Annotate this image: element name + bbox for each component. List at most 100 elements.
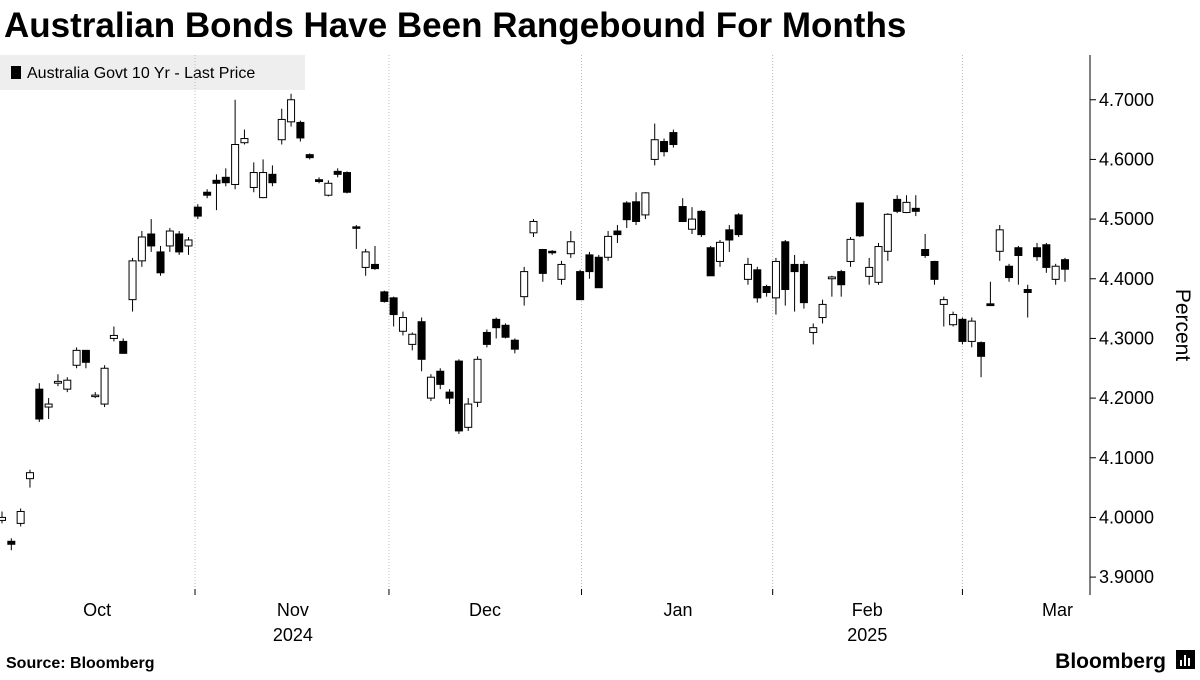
candle-body bbox=[715, 241, 724, 262]
candle-body bbox=[249, 172, 258, 188]
candle-body bbox=[688, 218, 697, 230]
candle-body bbox=[743, 263, 752, 280]
candle-body bbox=[277, 118, 286, 141]
candle-body bbox=[855, 202, 864, 237]
y-tick-label: 4.5000 bbox=[1099, 209, 1154, 229]
candle-body bbox=[436, 370, 445, 385]
candle-body bbox=[53, 380, 62, 384]
candle-body bbox=[837, 271, 846, 286]
source: Source: Bloomberg bbox=[6, 655, 154, 672]
brand-icon bbox=[1176, 650, 1195, 669]
candle-body bbox=[566, 241, 575, 255]
candle-body bbox=[585, 254, 594, 273]
candle-body bbox=[548, 250, 557, 254]
candle-body bbox=[473, 358, 482, 403]
candle-body bbox=[650, 139, 659, 160]
candle-body bbox=[510, 339, 519, 350]
candle-body bbox=[939, 299, 948, 305]
legend-label: Australia Govt 10 Yr - Last Price bbox=[27, 65, 255, 82]
brand: Bloomberg bbox=[1055, 650, 1166, 673]
candle-body bbox=[147, 233, 156, 247]
candle-body bbox=[622, 202, 631, 221]
candle-body bbox=[370, 263, 379, 270]
candle-body bbox=[193, 206, 202, 217]
candle-body bbox=[818, 303, 827, 319]
candle-body bbox=[706, 247, 715, 277]
candle-body bbox=[1005, 265, 1014, 279]
candle-body bbox=[1023, 288, 1032, 293]
candle-body bbox=[520, 271, 529, 298]
candle-body bbox=[883, 213, 892, 252]
candle-body bbox=[893, 198, 902, 212]
candle-body bbox=[72, 349, 81, 366]
candle-body bbox=[865, 266, 874, 277]
candle-body bbox=[874, 246, 883, 283]
candle-body bbox=[538, 249, 547, 274]
candle-body bbox=[81, 349, 90, 363]
x-tick-label: Nov bbox=[277, 600, 309, 620]
y-tick-label: 4.1000 bbox=[1099, 448, 1154, 468]
candle-body bbox=[576, 271, 585, 301]
candle-body bbox=[809, 327, 818, 333]
y-tick-label: 4.7000 bbox=[1099, 90, 1154, 110]
x-year-label: 2025 bbox=[847, 625, 887, 645]
legend-box bbox=[0, 55, 305, 90]
candle-body bbox=[799, 263, 808, 304]
candle-body bbox=[343, 172, 352, 193]
candle-body bbox=[1051, 265, 1060, 280]
candle-body bbox=[482, 331, 491, 345]
candle-body bbox=[35, 388, 44, 420]
y-tick-label: 4.2000 bbox=[1099, 388, 1154, 408]
candle-body bbox=[221, 176, 230, 184]
candle-body bbox=[781, 241, 790, 290]
candle-body bbox=[63, 379, 72, 390]
candle-body bbox=[762, 286, 771, 293]
candle-body bbox=[389, 297, 398, 316]
candle-body bbox=[1033, 247, 1042, 258]
candle-body bbox=[361, 251, 370, 268]
candle-body bbox=[604, 235, 613, 258]
candle-body bbox=[417, 321, 426, 360]
candle-body bbox=[1014, 247, 1023, 256]
candle-body bbox=[333, 170, 342, 175]
candle-body bbox=[1061, 259, 1069, 270]
candle-body bbox=[594, 256, 603, 289]
candle-body bbox=[165, 230, 174, 247]
candle-body bbox=[184, 239, 193, 247]
candle-body bbox=[771, 260, 780, 299]
y-axis-label: Percent bbox=[1171, 289, 1194, 362]
candle-body bbox=[426, 376, 435, 399]
candle-body bbox=[734, 214, 743, 236]
candle-body bbox=[986, 303, 995, 307]
candle-body bbox=[958, 318, 967, 342]
candle-body bbox=[949, 314, 958, 326]
candle-body bbox=[109, 334, 118, 339]
x-year-label: 2024 bbox=[273, 625, 313, 645]
candle-body bbox=[445, 391, 454, 399]
candle-body bbox=[315, 179, 324, 182]
candle-body bbox=[492, 318, 501, 329]
candle-body bbox=[259, 172, 268, 199]
candle-body bbox=[902, 201, 911, 214]
candle-body bbox=[156, 251, 165, 274]
candle-body bbox=[753, 269, 762, 299]
candle-body bbox=[212, 179, 221, 184]
candle-body bbox=[240, 138, 249, 144]
candle-body bbox=[408, 333, 417, 345]
candle-body bbox=[296, 121, 305, 139]
candle-body bbox=[921, 249, 930, 256]
x-tick-label: Oct bbox=[83, 600, 111, 620]
candle-body bbox=[0, 516, 6, 521]
candle-body bbox=[268, 173, 277, 184]
candle-body bbox=[632, 201, 641, 222]
x-tick-label: Feb bbox=[852, 600, 883, 620]
candle-body bbox=[128, 260, 137, 301]
candle-body bbox=[846, 238, 855, 262]
candle-body bbox=[529, 220, 538, 234]
y-tick-label: 4.6000 bbox=[1099, 149, 1154, 169]
candle-body bbox=[911, 207, 920, 212]
candle-body bbox=[930, 260, 939, 280]
candle-body bbox=[137, 236, 146, 262]
plot-area: Oct Nov Dec Jan Feb Mar 2024 2025 3.9000 4.0000 4.… bbox=[0, 55, 1154, 645]
